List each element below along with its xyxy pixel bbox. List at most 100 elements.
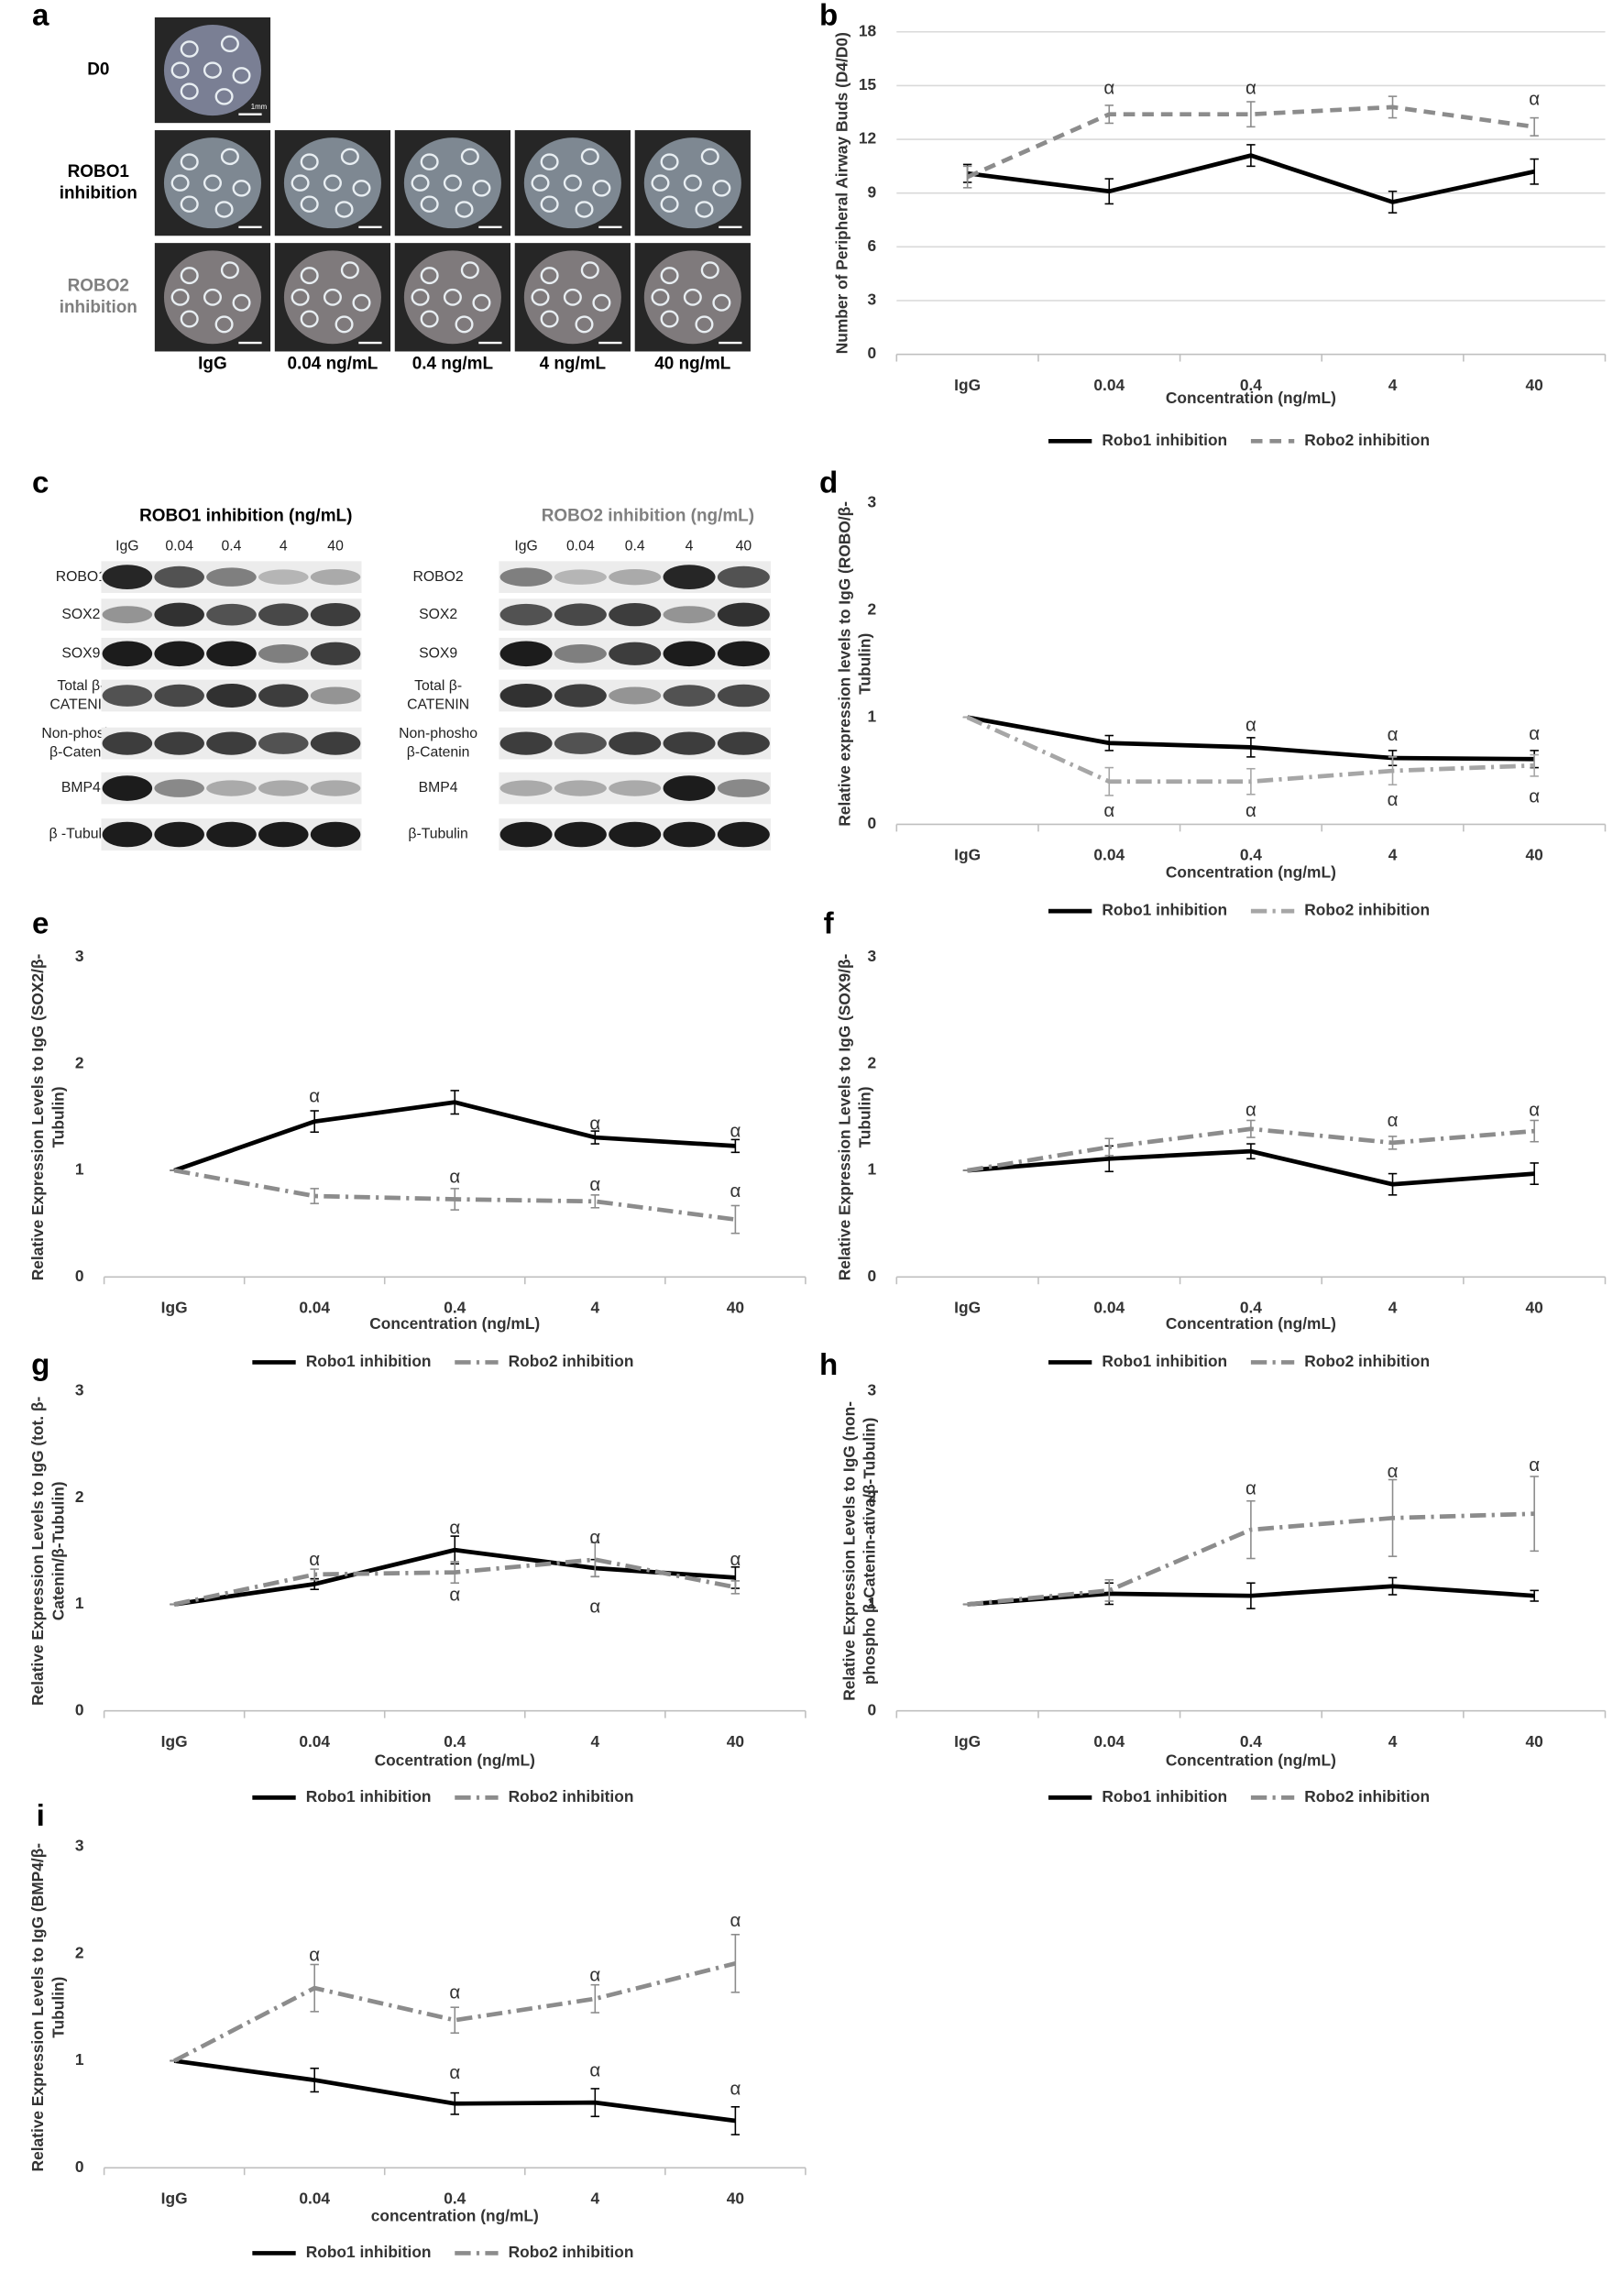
bud — [220, 148, 239, 166]
blot-band — [154, 731, 204, 755]
bud — [651, 288, 670, 306]
x-axis-title: Concentration (ng/mL) — [369, 1314, 540, 1333]
row-label: inhibition — [60, 298, 137, 317]
blot-band — [154, 779, 204, 797]
bud — [683, 174, 702, 192]
blot-row-label: SOX2 — [419, 607, 457, 622]
blot-band — [717, 565, 770, 588]
blot-band — [554, 684, 607, 708]
bud — [220, 261, 239, 280]
y-axis-title: Tubulin) — [49, 1086, 67, 1147]
annotation: α — [589, 1114, 600, 1135]
blot-band — [609, 642, 662, 665]
blot-band — [206, 641, 257, 667]
blot-title: ROBO1 inhibition (ng/mL) — [139, 506, 352, 525]
blot-band — [554, 821, 607, 848]
lane-label: 4 — [686, 539, 694, 554]
blot-row-label: ROBO2 — [413, 569, 464, 585]
y-axis-title: Relative Expression Levels to IgG (BMP4/… — [28, 1843, 47, 2172]
x-tick-label: 0.4 — [444, 2190, 466, 2208]
blot-row-label: ROBO1 — [56, 569, 106, 585]
bud — [580, 261, 599, 280]
blot-row-label: β-Catenin — [407, 745, 470, 761]
panel-label: d — [819, 466, 838, 499]
y-tick-label: 6 — [868, 236, 877, 255]
y-tick-label: 3 — [868, 291, 877, 309]
x-axis-title: Concentration (ng/mL) — [1166, 1314, 1336, 1333]
x-tick-label: 0.04 — [299, 1732, 330, 1751]
y-tick-label: 0 — [868, 344, 877, 362]
annotation: α — [449, 1167, 460, 1188]
error-bar — [962, 165, 972, 189]
bud — [203, 61, 222, 79]
x-tick-label: 0.4 — [1240, 1732, 1262, 1751]
annotation: α — [730, 2079, 741, 2100]
blot-band — [102, 821, 153, 848]
blot-band — [717, 684, 770, 708]
bud — [695, 201, 714, 218]
y-axis-title: Tubulin) — [856, 633, 874, 695]
annotation: α — [589, 1174, 600, 1195]
y-tick-label: 3 — [868, 947, 877, 965]
blot-band — [609, 780, 662, 796]
blot-band — [258, 569, 309, 585]
y-tick-label: 1 — [868, 1160, 877, 1179]
annotation: α — [1388, 724, 1399, 745]
bud — [232, 293, 251, 312]
y-tick-label: 2 — [868, 600, 877, 619]
y-tick-label: 3 — [75, 947, 84, 965]
blot-band — [154, 565, 204, 588]
x-tick-label: 0.04 — [299, 2190, 330, 2208]
bud — [455, 315, 474, 334]
bud — [214, 88, 234, 105]
bud — [203, 174, 222, 192]
bud — [232, 180, 251, 197]
y-axis-title: Relative Expression Levels to IgG (tot. … — [28, 1396, 47, 1706]
bud — [300, 153, 319, 170]
series-line — [967, 1511, 1535, 1607]
bud — [531, 174, 550, 192]
error-bar — [590, 1542, 600, 1578]
annotation: α — [309, 1085, 320, 1106]
annotation: α — [1529, 723, 1540, 744]
x-tick-label: IgG — [161, 1732, 188, 1751]
blot-band — [258, 684, 309, 708]
bud — [214, 315, 234, 334]
x-tick-label: 0.4 — [444, 1299, 466, 1317]
x-tick-label: 0.4 — [1240, 1299, 1262, 1317]
bud — [592, 293, 611, 312]
bud — [580, 148, 599, 166]
blot-row-label: Non-phosho — [399, 726, 477, 741]
lane-label: 0.4 — [222, 539, 242, 554]
y-tick-label: 2 — [868, 1487, 877, 1506]
column-label: IgG — [198, 355, 227, 374]
lane-label: 4 — [280, 539, 288, 554]
bud — [411, 288, 430, 306]
x-tick-label: 40 — [1526, 846, 1543, 864]
y-axis-title: Relative Expression Levels to IgG (SOX9/… — [836, 953, 854, 1280]
series-line — [967, 715, 1535, 762]
blot-band — [310, 686, 361, 705]
bud — [575, 201, 594, 218]
blot-band — [310, 780, 361, 796]
bud — [340, 261, 359, 280]
bud — [180, 310, 199, 328]
blot-band — [258, 603, 309, 626]
annotation: α — [1388, 1461, 1399, 1482]
bud — [712, 180, 731, 197]
bud — [180, 195, 199, 213]
blot-band — [499, 567, 553, 587]
bud — [695, 315, 714, 334]
blot-band — [609, 731, 662, 755]
annotation: α — [1529, 786, 1540, 807]
y-tick-label: 12 — [859, 129, 876, 148]
bud — [575, 315, 594, 334]
lane-label: 0.4 — [625, 539, 645, 554]
legend-label: Robo2 inhibition — [509, 1787, 634, 1806]
annotation: α — [1529, 1454, 1540, 1476]
bud — [420, 267, 439, 285]
legend-label: Robo1 inhibition — [306, 2243, 432, 2261]
x-tick-label: IgG — [954, 1299, 981, 1317]
bud — [592, 180, 611, 197]
error-bar — [730, 1580, 741, 1595]
